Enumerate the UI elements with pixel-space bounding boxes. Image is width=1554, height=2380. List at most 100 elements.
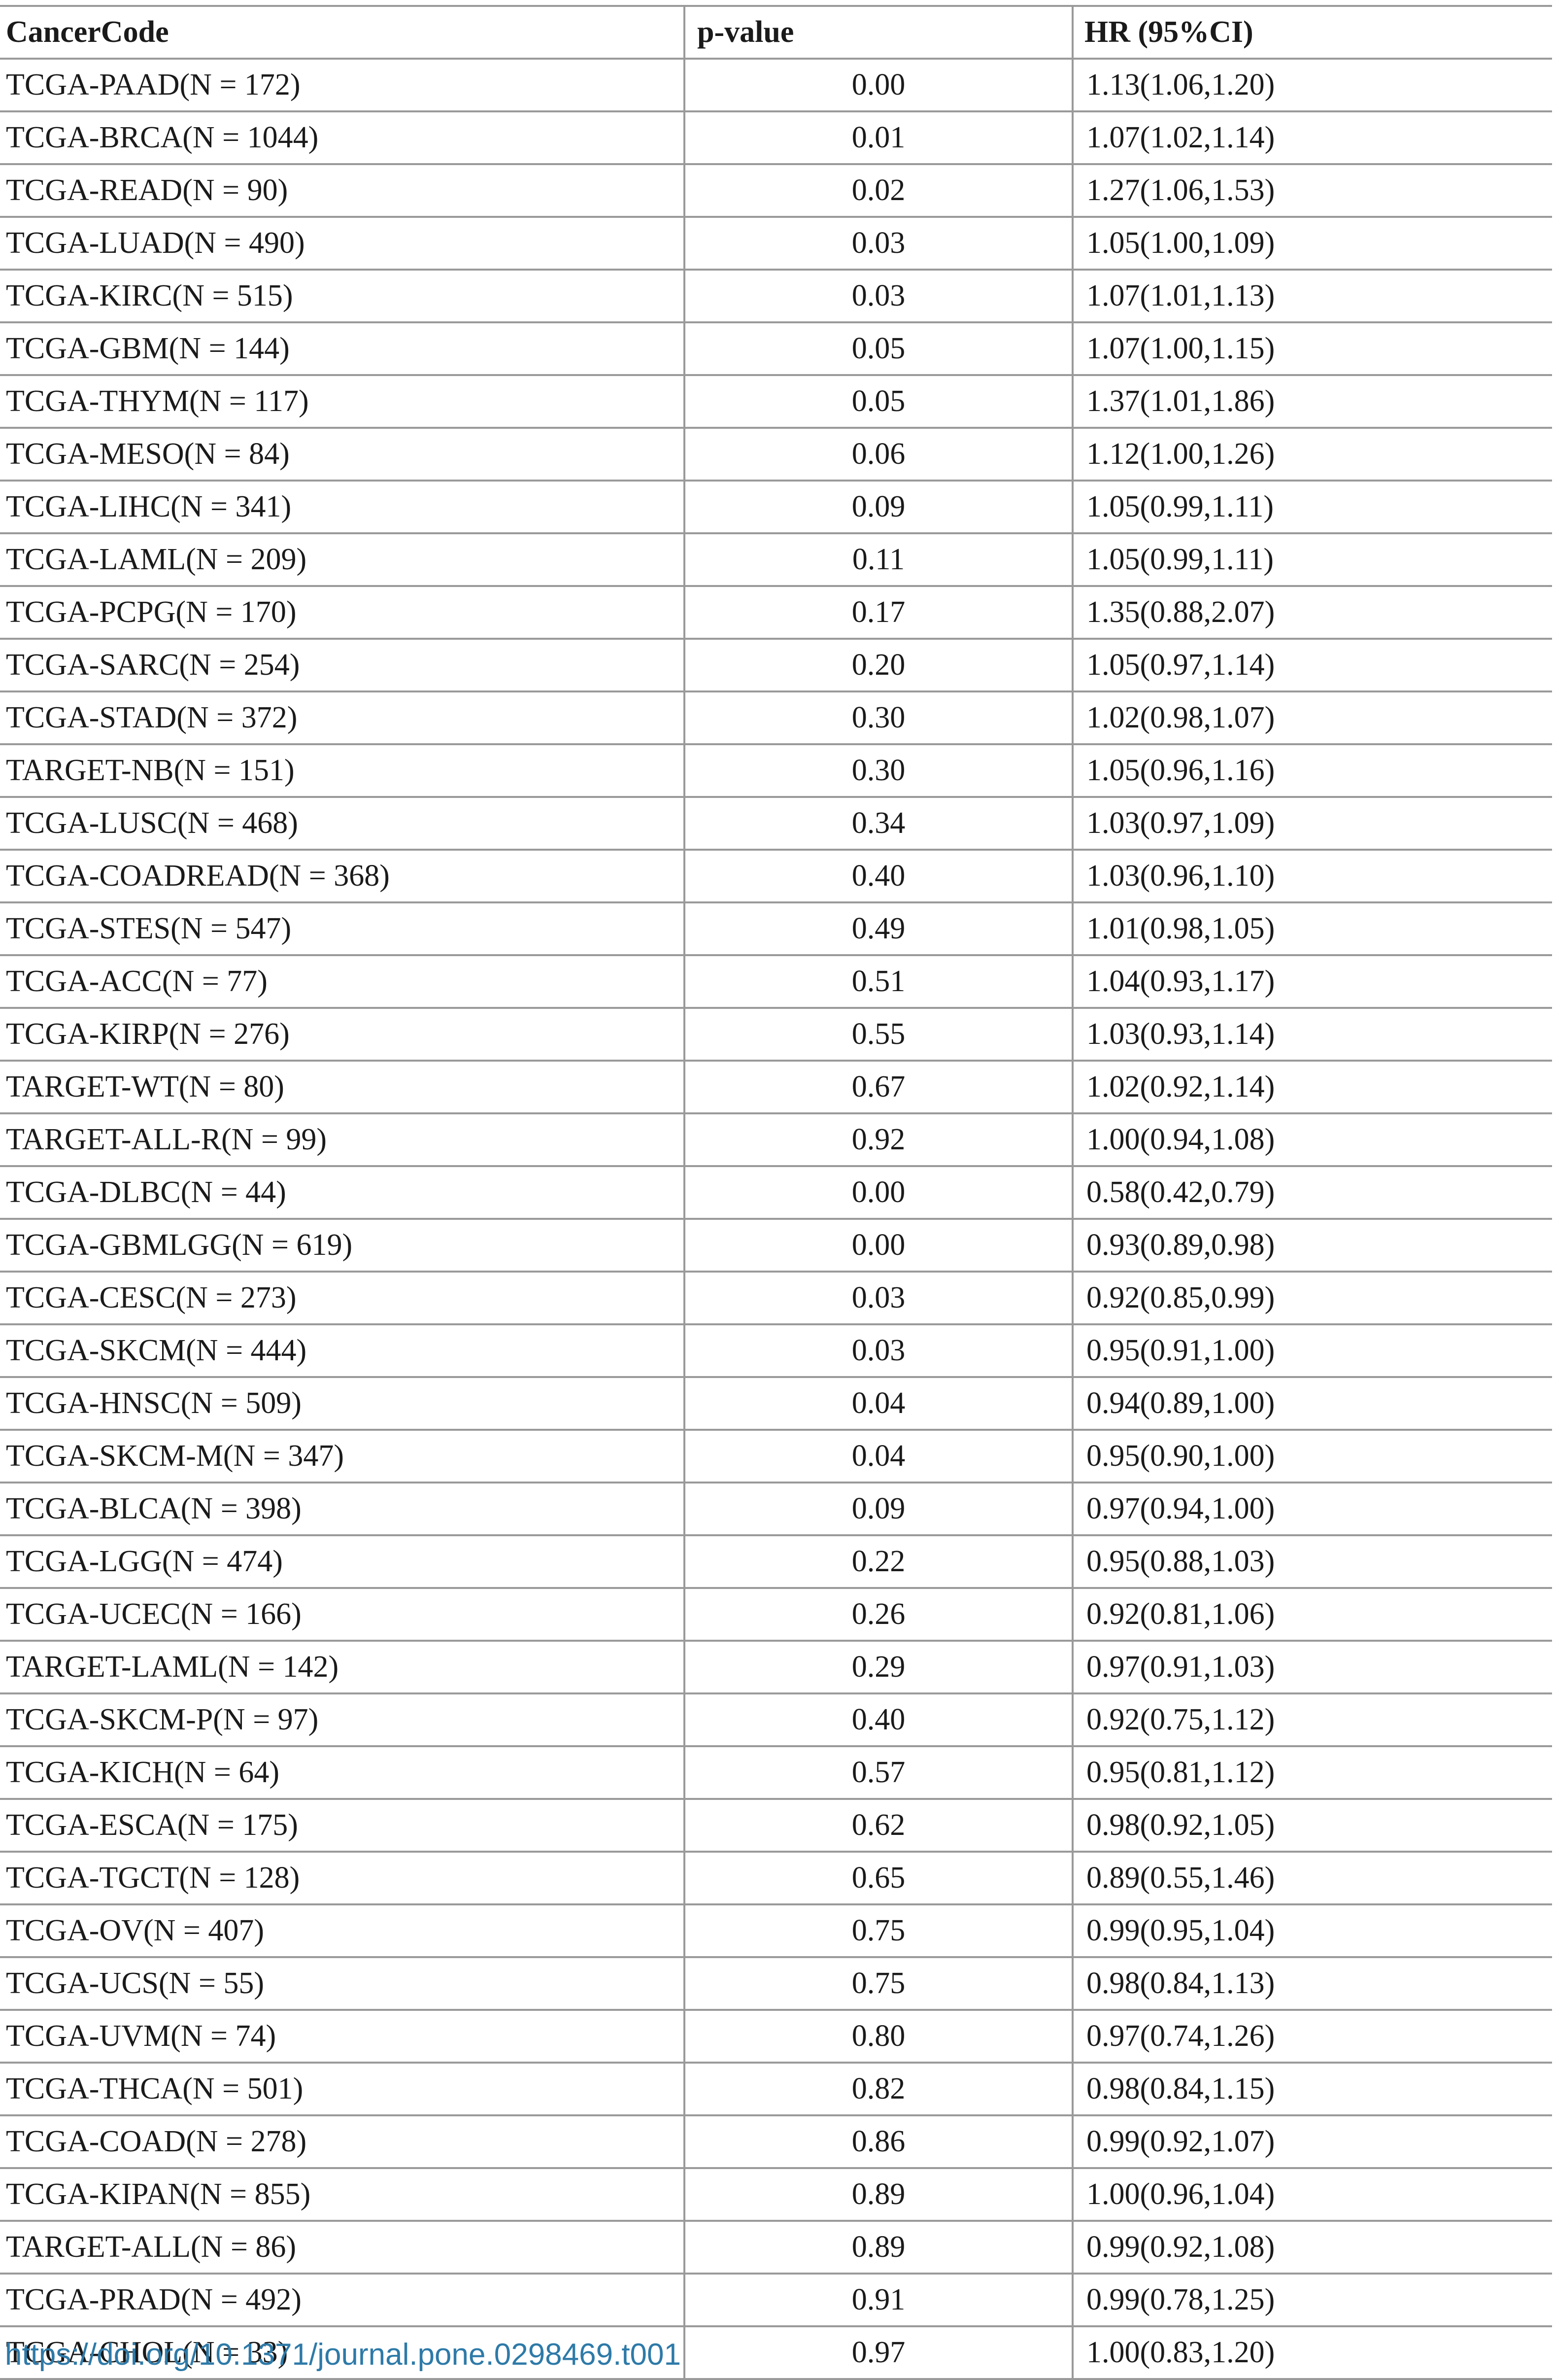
cell-p-value: 0.49 bbox=[684, 902, 1074, 956]
cell-cancer-code: TCGA-SKCM(N = 444) bbox=[0, 1324, 685, 1378]
cell-p-value: 0.62 bbox=[684, 1799, 1074, 1853]
cell-cancer-code: TCGA-SKCM-P(N = 97) bbox=[0, 1693, 685, 1747]
table-row: TCGA-SKCM-P(N = 97) 0.40 0.92(0.75,1.12) bbox=[0, 1693, 1552, 1747]
cell-hr-ci: 1.05(0.99,1.11) bbox=[1073, 481, 1552, 534]
cell-hr-ci: 0.95(0.81,1.12) bbox=[1073, 1746, 1552, 1800]
cell-cancer-code: TCGA-DLBC(N = 44) bbox=[0, 1166, 685, 1220]
cell-p-value: 0.00 bbox=[684, 1166, 1074, 1220]
table-row: TCGA-LAML(N = 209) 0.11 1.05(0.99,1.11) bbox=[0, 533, 1552, 587]
cell-p-value: 0.30 bbox=[684, 691, 1074, 745]
table-row: TCGA-KIRP(N = 276) 0.55 1.03(0.93,1.14) bbox=[0, 1008, 1552, 1062]
results-table-container: CancerCode p-value HR (95%CI) TCGA-PAAD(… bbox=[0, 5, 1552, 2380]
table-row: TCGA-LIHC(N = 341) 0.09 1.05(0.99,1.11) bbox=[0, 481, 1552, 534]
cell-p-value: 0.03 bbox=[684, 270, 1074, 323]
cell-p-value: 0.03 bbox=[684, 1272, 1074, 1325]
cell-hr-ci: 0.99(0.95,1.04) bbox=[1073, 1904, 1552, 1958]
table-row: TARGET-ALL(N = 86) 0.89 0.99(0.92,1.08) bbox=[0, 2221, 1552, 2275]
cell-p-value: 0.11 bbox=[684, 533, 1074, 587]
cell-p-value: 0.51 bbox=[684, 955, 1074, 1009]
table-row: TCGA-ACC(N = 77) 0.51 1.04(0.93,1.17) bbox=[0, 955, 1552, 1009]
cell-hr-ci: 0.98(0.92,1.05) bbox=[1073, 1799, 1552, 1853]
table-row: TARGET-ALL-R(N = 99) 0.92 1.00(0.94,1.08) bbox=[0, 1113, 1552, 1167]
cell-hr-ci: 1.03(0.93,1.14) bbox=[1073, 1008, 1552, 1062]
table-row: TCGA-TGCT(N = 128) 0.65 0.89(0.55,1.46) bbox=[0, 1852, 1552, 1905]
cell-cancer-code: TCGA-LGG(N = 474) bbox=[0, 1535, 685, 1589]
cell-hr-ci: 0.92(0.81,1.06) bbox=[1073, 1588, 1552, 1642]
table-row: TCGA-GBMLGG(N = 619) 0.00 0.93(0.89,0.98) bbox=[0, 1219, 1552, 1273]
cell-hr-ci: 1.01(0.98,1.05) bbox=[1073, 902, 1552, 956]
cell-p-value: 0.03 bbox=[684, 217, 1074, 271]
cell-p-value: 0.97 bbox=[684, 2326, 1074, 2380]
table-row: TCGA-PAAD(N = 172) 0.00 1.13(1.06,1.20) bbox=[0, 59, 1552, 112]
cell-cancer-code: TCGA-KIRC(N = 515) bbox=[0, 270, 685, 323]
cell-hr-ci: 0.58(0.42,0.79) bbox=[1073, 1166, 1552, 1220]
table-row: TCGA-HNSC(N = 509) 0.04 0.94(0.89,1.00) bbox=[0, 1377, 1552, 1431]
cell-hr-ci: 1.35(0.88,2.07) bbox=[1073, 586, 1552, 640]
table-row: TCGA-SKCM-M(N = 347) 0.04 0.95(0.90,1.00) bbox=[0, 1430, 1552, 1483]
cell-p-value: 0.92 bbox=[684, 1113, 1074, 1167]
table-row: TCGA-STAD(N = 372) 0.30 1.02(0.98,1.07) bbox=[0, 691, 1552, 745]
cell-cancer-code: TCGA-SKCM-M(N = 347) bbox=[0, 1430, 685, 1483]
cell-cancer-code: TCGA-UCS(N = 55) bbox=[0, 1957, 685, 2011]
cell-cancer-code: TCGA-THCA(N = 501) bbox=[0, 2063, 685, 2116]
table-header-row: CancerCode p-value HR (95%CI) bbox=[0, 5, 1552, 60]
cell-p-value: 0.67 bbox=[684, 1061, 1074, 1114]
cell-p-value: 0.86 bbox=[684, 2115, 1074, 2169]
table-row: TCGA-PCPG(N = 170) 0.17 1.35(0.88,2.07) bbox=[0, 586, 1552, 640]
table-row: TCGA-LUAD(N = 490) 0.03 1.05(1.00,1.09) bbox=[0, 217, 1552, 271]
table-row: TCGA-KIPAN(N = 855) 0.89 1.00(0.96,1.04) bbox=[0, 2168, 1552, 2222]
cell-hr-ci: 1.03(0.97,1.09) bbox=[1073, 797, 1552, 851]
cell-hr-ci: 0.95(0.91,1.00) bbox=[1073, 1324, 1552, 1378]
cell-hr-ci: 1.05(0.97,1.14) bbox=[1073, 639, 1552, 692]
cell-hr-ci: 1.03(0.96,1.10) bbox=[1073, 850, 1552, 903]
cell-hr-ci: 1.02(0.98,1.07) bbox=[1073, 691, 1552, 745]
cell-hr-ci: 0.89(0.55,1.46) bbox=[1073, 1852, 1552, 1905]
cell-hr-ci: 0.97(0.74,1.26) bbox=[1073, 2010, 1552, 2064]
table-row: TCGA-DLBC(N = 44) 0.00 0.58(0.42,0.79) bbox=[0, 1166, 1552, 1220]
cell-cancer-code: TCGA-PAAD(N = 172) bbox=[0, 59, 685, 112]
cell-p-value: 0.30 bbox=[684, 744, 1074, 798]
cell-cancer-code: TCGA-COAD(N = 278) bbox=[0, 2115, 685, 2169]
cell-p-value: 0.17 bbox=[684, 586, 1074, 640]
cell-p-value: 0.22 bbox=[684, 1535, 1074, 1589]
table-row: TCGA-OV(N = 407) 0.75 0.99(0.95,1.04) bbox=[0, 1904, 1552, 1958]
cell-hr-ci: 1.00(0.83,1.20) bbox=[1073, 2326, 1552, 2380]
cell-hr-ci: 0.99(0.92,1.08) bbox=[1073, 2221, 1552, 2275]
cell-cancer-code: TCGA-OV(N = 407) bbox=[0, 1904, 685, 1958]
cell-hr-ci: 1.07(1.02,1.14) bbox=[1073, 111, 1552, 165]
cell-cancer-code: TCGA-ACC(N = 77) bbox=[0, 955, 685, 1009]
cell-hr-ci: 0.97(0.91,1.03) bbox=[1073, 1641, 1552, 1694]
cell-p-value: 0.80 bbox=[684, 2010, 1074, 2064]
cell-p-value: 0.34 bbox=[684, 797, 1074, 851]
cell-cancer-code: TCGA-BRCA(N = 1044) bbox=[0, 111, 685, 165]
table-row: TCGA-KICH(N = 64) 0.57 0.95(0.81,1.12) bbox=[0, 1746, 1552, 1800]
header-p-value: p-value bbox=[684, 5, 1074, 60]
table-row: TCGA-BLCA(N = 398) 0.09 0.97(0.94,1.00) bbox=[0, 1483, 1552, 1536]
cell-cancer-code: TCGA-KIPAN(N = 855) bbox=[0, 2168, 685, 2222]
table-row: TCGA-READ(N = 90) 0.02 1.27(1.06,1.53) bbox=[0, 164, 1552, 218]
cell-cancer-code: TCGA-UCEC(N = 166) bbox=[0, 1588, 685, 1642]
cell-p-value: 0.03 bbox=[684, 1324, 1074, 1378]
table-row: TCGA-SARC(N = 254) 0.20 1.05(0.97,1.14) bbox=[0, 639, 1552, 692]
table-row: TCGA-COADREAD(N = 368) 0.40 1.03(0.96,1.10… bbox=[0, 850, 1552, 903]
cell-p-value: 0.91 bbox=[684, 2274, 1074, 2327]
cell-cancer-code: TCGA-STAD(N = 372) bbox=[0, 691, 685, 745]
cell-p-value: 0.20 bbox=[684, 639, 1074, 692]
cell-cancer-code: TCGA-LUSC(N = 468) bbox=[0, 797, 685, 851]
cell-p-value: 0.75 bbox=[684, 1957, 1074, 2011]
cell-cancer-code: TCGA-READ(N = 90) bbox=[0, 164, 685, 218]
cell-hr-ci: 0.97(0.94,1.00) bbox=[1073, 1483, 1552, 1536]
table-row: TCGA-STES(N = 547) 0.49 1.01(0.98,1.05) bbox=[0, 902, 1552, 956]
cell-hr-ci: 0.95(0.88,1.03) bbox=[1073, 1535, 1552, 1589]
table-row: TCGA-KIRC(N = 515) 0.03 1.07(1.01,1.13) bbox=[0, 270, 1552, 323]
cell-p-value: 0.29 bbox=[684, 1641, 1074, 1694]
cell-hr-ci: 0.92(0.85,0.99) bbox=[1073, 1272, 1552, 1325]
cell-cancer-code: TCGA-LIHC(N = 341) bbox=[0, 481, 685, 534]
cell-cancer-code: TCGA-UVM(N = 74) bbox=[0, 2010, 685, 2064]
table-row: TCGA-PRAD(N = 492) 0.91 0.99(0.78,1.25) bbox=[0, 2274, 1552, 2327]
doi-link[interactable]: https://doi.org/10.1371/journal.pone.029… bbox=[5, 2338, 681, 2372]
cell-p-value: 0.55 bbox=[684, 1008, 1074, 1062]
cell-hr-ci: 1.05(1.00,1.09) bbox=[1073, 217, 1552, 271]
table-body: TCGA-PAAD(N = 172) 0.00 1.13(1.06,1.20) TCG… bbox=[0, 59, 1552, 2380]
cell-cancer-code: TCGA-STES(N = 547) bbox=[0, 902, 685, 956]
